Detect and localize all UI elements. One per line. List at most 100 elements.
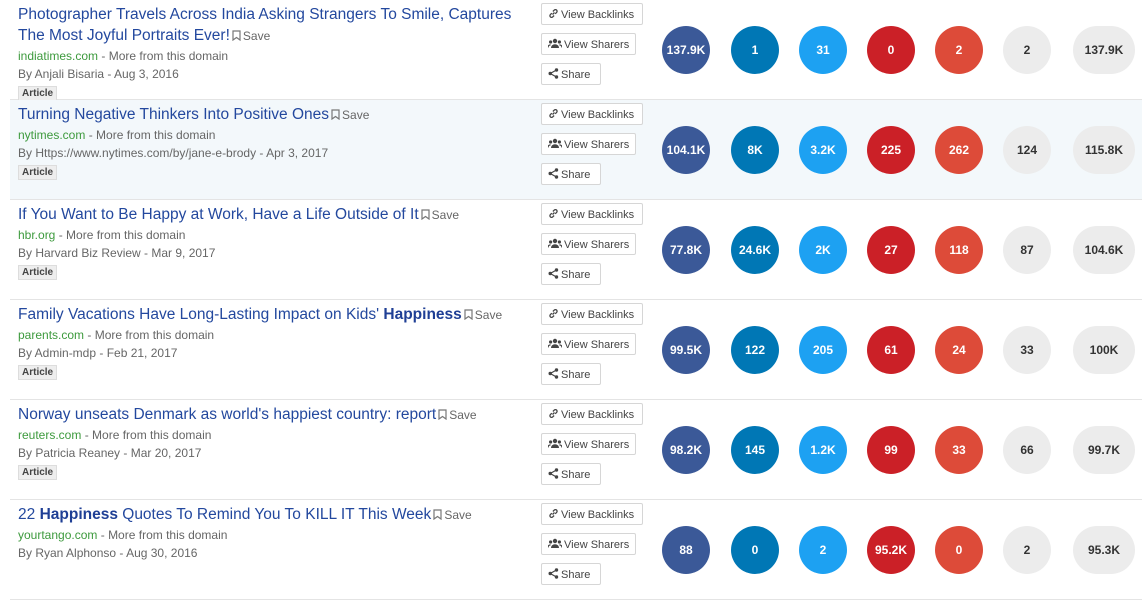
pinterest-count[interactable]: 225 (867, 126, 915, 174)
share-button[interactable]: Share (541, 463, 601, 485)
domain-link[interactable]: yourtango.com (18, 528, 98, 542)
total-engagement[interactable]: 137.9K (1073, 26, 1135, 74)
facebook-count[interactable]: 88 (662, 526, 710, 574)
linkedin-count[interactable]: 122 (731, 326, 779, 374)
more-from-domain-link[interactable]: More from this domain (92, 428, 212, 442)
pinterest-count[interactable]: 0 (867, 26, 915, 74)
domain-link[interactable]: hbr.org (18, 228, 56, 242)
more-from-domain-link[interactable]: More from this domain (108, 49, 229, 63)
save-button[interactable]: Save (438, 408, 477, 422)
result-actions: View Backlinks View Sharers Share (541, 303, 651, 393)
share-button[interactable]: Share (541, 363, 601, 385)
number-of-links[interactable]: 2 (1003, 26, 1051, 74)
result-title-link[interactable]: Norway unseats Denmark as world's happie… (18, 406, 436, 423)
linkedin-count[interactable]: 0 (731, 526, 779, 574)
share-icon (548, 368, 561, 381)
linkedin-count[interactable]: 8K (731, 126, 779, 174)
pinterest-count[interactable]: 61 (867, 326, 915, 374)
linkedin-count[interactable]: 145 (731, 426, 779, 474)
total-engagement[interactable]: 99.7K (1073, 426, 1135, 474)
twitter-count[interactable]: 31 (799, 26, 847, 74)
total-engagement[interactable]: 104.6K (1073, 226, 1135, 274)
reddit-count[interactable]: 33 (935, 426, 983, 474)
view-backlinks-label: View Backlinks (561, 9, 635, 21)
total-engagement[interactable]: 100K (1073, 326, 1135, 374)
twitter-count[interactable]: 3.2K (799, 126, 847, 174)
twitter-count[interactable]: 2 (799, 526, 847, 574)
view-sharers-button[interactable]: View Sharers (541, 533, 636, 555)
number-of-links[interactable]: 87 (1003, 226, 1051, 274)
result-title-link[interactable]: Photographer Travels Across India Asking… (18, 6, 511, 44)
view-backlinks-button[interactable]: View Backlinks (541, 303, 643, 325)
facebook-count[interactable]: 98.2K (662, 426, 710, 474)
result-title-link[interactable]: Turning Negative Thinkers Into Positive … (18, 106, 329, 123)
reddit-count[interactable]: 262 (935, 126, 983, 174)
users-icon (547, 38, 564, 51)
view-backlinks-button[interactable]: View Backlinks (541, 203, 643, 225)
facebook-count[interactable]: 137.9K (662, 26, 710, 74)
bookmark-icon (331, 108, 342, 122)
facebook-count[interactable]: 77.8K (662, 226, 710, 274)
view-backlinks-button[interactable]: View Backlinks (541, 103, 643, 125)
save-button[interactable]: Save (464, 308, 502, 322)
result-row: Norway unseats Denmark as world's happie… (10, 400, 1142, 500)
result-title-link[interactable]: Family Vacations Have Long-Lasting Impac… (18, 306, 462, 323)
number-of-links[interactable]: 2 (1003, 526, 1051, 574)
share-button[interactable]: Share (541, 63, 601, 85)
reddit-count[interactable]: 2 (935, 26, 983, 74)
save-button[interactable]: Save (421, 208, 459, 222)
domain-link[interactable]: indiatimes.com (18, 49, 99, 63)
save-button[interactable]: Save (331, 108, 369, 122)
total-engagement[interactable]: 115.8K (1073, 126, 1135, 174)
pinterest-count[interactable]: 99 (867, 426, 915, 474)
domain-line: reuters.com - More from this domain (18, 426, 528, 444)
view-sharers-button[interactable]: View Sharers (541, 133, 636, 155)
share-button[interactable]: Share (541, 563, 601, 585)
save-button[interactable]: Save (232, 29, 270, 43)
view-sharers-label: View Sharers (564, 139, 630, 151)
pinterest-count[interactable]: 95.2K (867, 526, 915, 574)
pinterest-count[interactable]: 27 (867, 226, 915, 274)
facebook-count[interactable]: 99.5K (662, 326, 710, 374)
number-of-links[interactable]: 33 (1003, 326, 1051, 374)
view-backlinks-button[interactable]: View Backlinks (541, 403, 643, 425)
content-type-badge: Article (18, 365, 58, 380)
more-from-domain-link[interactable]: More from this domain (66, 228, 186, 242)
linkedin-count[interactable]: 1 (731, 26, 779, 74)
reddit-count[interactable]: 118 (935, 226, 983, 274)
view-sharers-button[interactable]: View Sharers (541, 433, 636, 455)
result-info: Photographer Travels Across India Asking… (18, 4, 528, 101)
facebook-count[interactable]: 104.1K (662, 126, 710, 174)
domain-line: nytimes.com - More from this domain (18, 126, 528, 144)
save-button[interactable]: Save (433, 508, 472, 522)
view-sharers-button[interactable]: View Sharers (541, 233, 636, 255)
result-title-link[interactable]: 22 Happiness Quotes To Remind You To KIL… (18, 506, 431, 523)
linkedin-count[interactable]: 24.6K (731, 226, 779, 274)
view-sharers-button[interactable]: View Sharers (541, 33, 636, 55)
share-button[interactable]: Share (541, 263, 601, 285)
twitter-count[interactable]: 2K (799, 226, 847, 274)
reddit-count[interactable]: 24 (935, 326, 983, 374)
result-actions: View Backlinks View Sharers Share (541, 3, 651, 93)
bookmark-icon (232, 29, 243, 43)
title-text: Norway unseats Denmark as world's happie… (18, 406, 437, 423)
view-sharers-button[interactable]: View Sharers (541, 333, 636, 355)
more-from-domain-link[interactable]: More from this domain (94, 328, 215, 342)
share-button[interactable]: Share (541, 163, 601, 185)
view-sharers-label: View Sharers (564, 339, 630, 351)
domain-link[interactable]: reuters.com (18, 428, 82, 442)
number-of-links[interactable]: 66 (1003, 426, 1051, 474)
number-of-links[interactable]: 124 (1003, 126, 1051, 174)
domain-link[interactable]: nytimes.com (18, 128, 86, 142)
more-from-domain-link[interactable]: More from this domain (108, 528, 228, 542)
view-sharers-label: View Sharers (564, 539, 630, 551)
domain-link[interactable]: parents.com (18, 328, 85, 342)
result-title-link[interactable]: If You Want to Be Happy at Work, Have a … (18, 206, 419, 223)
reddit-count[interactable]: 0 (935, 526, 983, 574)
view-backlinks-button[interactable]: View Backlinks (541, 3, 643, 25)
twitter-count[interactable]: 1.2K (799, 426, 847, 474)
more-from-domain-link[interactable]: More from this domain (96, 128, 216, 142)
twitter-count[interactable]: 205 (799, 326, 847, 374)
total-engagement[interactable]: 95.3K (1073, 526, 1135, 574)
view-backlinks-button[interactable]: View Backlinks (541, 503, 643, 525)
